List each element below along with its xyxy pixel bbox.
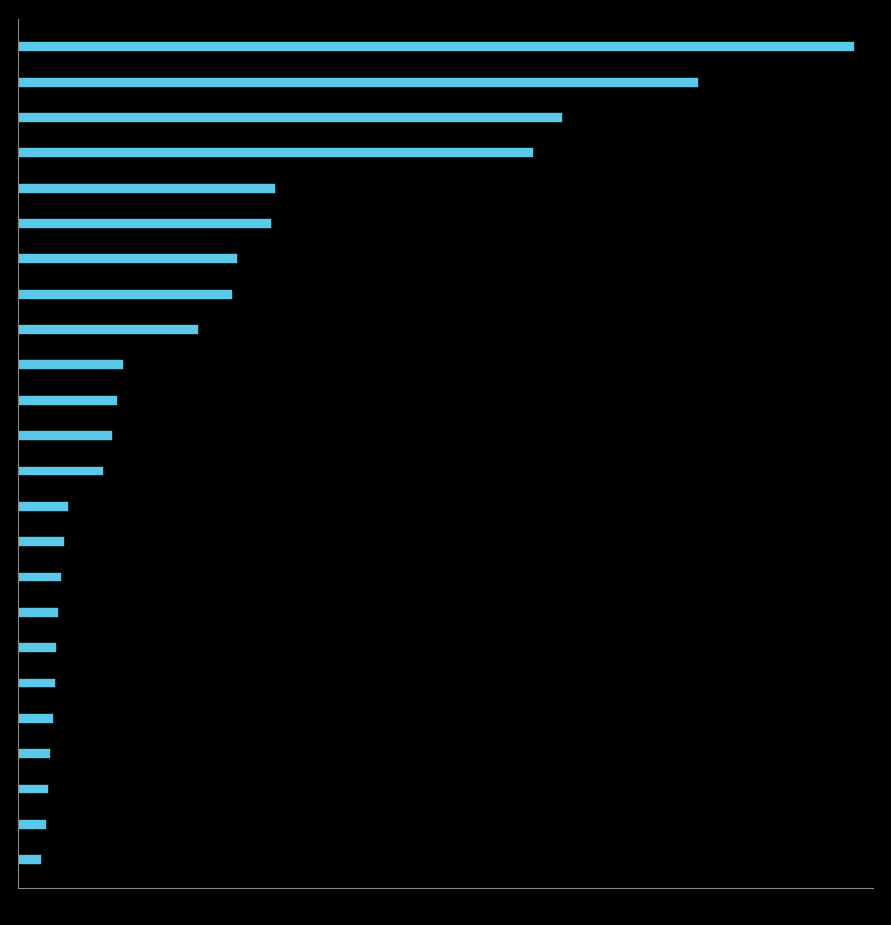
Bar: [18, 431, 112, 440]
Bar: [18, 325, 198, 334]
Bar: [18, 43, 854, 51]
Bar: [18, 573, 61, 582]
Bar: [18, 537, 64, 546]
Bar: [18, 184, 275, 192]
Bar: [18, 679, 54, 687]
Bar: [18, 466, 103, 475]
Bar: [18, 714, 53, 722]
Bar: [18, 784, 48, 794]
Bar: [18, 856, 41, 864]
Bar: [18, 396, 117, 404]
Bar: [18, 78, 699, 87]
Bar: [18, 219, 271, 228]
Bar: [18, 820, 46, 829]
Bar: [18, 254, 236, 264]
Bar: [18, 749, 50, 758]
Bar: [18, 608, 58, 617]
Bar: [18, 290, 232, 299]
Bar: [18, 502, 69, 511]
Bar: [18, 148, 533, 157]
Bar: [18, 113, 562, 122]
Bar: [18, 643, 56, 652]
Bar: [18, 361, 123, 369]
